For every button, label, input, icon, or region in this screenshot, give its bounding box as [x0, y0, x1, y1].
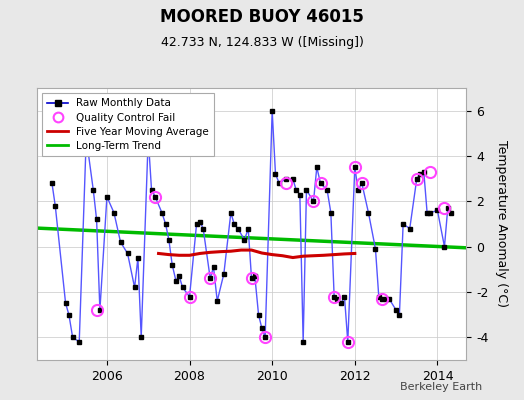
Text: MOORED BUOY 46015: MOORED BUOY 46015: [160, 8, 364, 26]
Y-axis label: Temperature Anomaly (°C): Temperature Anomaly (°C): [495, 140, 508, 308]
Text: Berkeley Earth: Berkeley Earth: [400, 382, 482, 392]
Legend: Raw Monthly Data, Quality Control Fail, Five Year Moving Average, Long-Term Tren: Raw Monthly Data, Quality Control Fail, …: [42, 93, 214, 156]
Text: 42.733 N, 124.833 W ([Missing]): 42.733 N, 124.833 W ([Missing]): [160, 36, 364, 49]
